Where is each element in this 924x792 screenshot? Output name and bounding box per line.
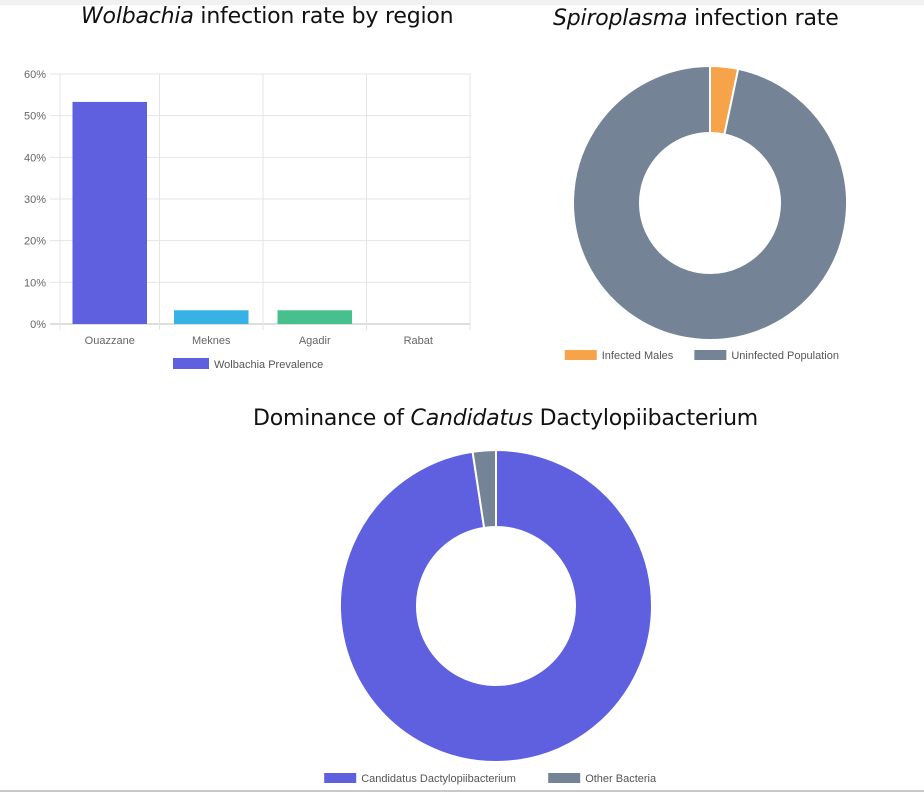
wolbachia-chart-title: Wolbachia infection rate by region	[81, 4, 454, 29]
spiroplasma-chart-title: Spiroplasma infection rate	[553, 6, 839, 31]
spiroplasma-donut-chart: Infected Males Uninfected Population	[564, 64, 848, 362]
title-prefix-part: Dominance of	[253, 406, 411, 431]
slice-candidatus-dactylopiibacterium	[339, 448, 653, 763]
y-tick-label: 60%	[24, 69, 46, 81]
chart-legend: Wolbachia Prevalence	[173, 358, 323, 371]
legend-swatch	[548, 773, 581, 783]
bar-ouazzane	[72, 101, 148, 325]
y-tick-label: 0%	[30, 319, 46, 331]
legend-swatch	[564, 350, 597, 360]
y-tick-label: 30%	[24, 194, 46, 206]
y-tick-label: 50%	[24, 111, 46, 123]
title-rest-part: Dactylopiibacterium	[532, 406, 759, 431]
legend-swatch	[694, 350, 727, 360]
candidatus-chart-title: Dominance of Candidatus Dactylopiibacter…	[253, 406, 758, 431]
legend-label: Candidatus Dactylopiibacterium	[361, 773, 516, 785]
wolbachia-bar-chart: 0% 10% 20% 30% 40% 50% 60% Ouazzane Meknes Agadir…	[24, 69, 471, 371]
legend-swatch	[173, 358, 209, 369]
chart-legend: Infected Males Uninfected Population	[564, 350, 839, 362]
x-tick-label: Meknes	[192, 335, 231, 347]
chart-legend: Candidatus Dactylopiibacterium Other Bact…	[324, 773, 657, 785]
bottom-divider	[0, 790, 924, 792]
y-tick-label: 20%	[24, 236, 46, 248]
title-rest-part: infection rate	[687, 6, 839, 31]
legend-label: Wolbachia Prevalence	[214, 359, 323, 371]
title-italic-part: Candidatus	[410, 406, 534, 431]
legend-label: Uninfected Population	[731, 350, 839, 362]
title-rest-part: infection rate by region	[193, 4, 454, 29]
top-strip	[0, 0, 924, 5]
bar-meknes	[173, 310, 249, 324]
x-tick-label: Rabat	[404, 335, 433, 347]
y-tick-label: 10%	[24, 277, 46, 289]
candidatus-donut-chart: Candidatus Dactylopiibacterium Other Bact…	[324, 448, 657, 785]
legend-label: Other Bacteria	[585, 773, 657, 785]
legend-swatch	[324, 773, 357, 783]
x-tick-label: Ouazzane	[85, 335, 135, 347]
title-italic-part: Spiroplasma	[553, 6, 688, 31]
y-tick-label: 40%	[24, 152, 46, 164]
bar-agadir	[277, 310, 353, 324]
x-tick-label: Agadir	[299, 335, 331, 347]
legend-label: Infected Males	[602, 350, 674, 362]
slice-uninfected-population	[572, 64, 848, 341]
title-italic-part: Wolbachia	[81, 4, 194, 29]
slice-other-bacteria	[471, 448, 497, 530]
